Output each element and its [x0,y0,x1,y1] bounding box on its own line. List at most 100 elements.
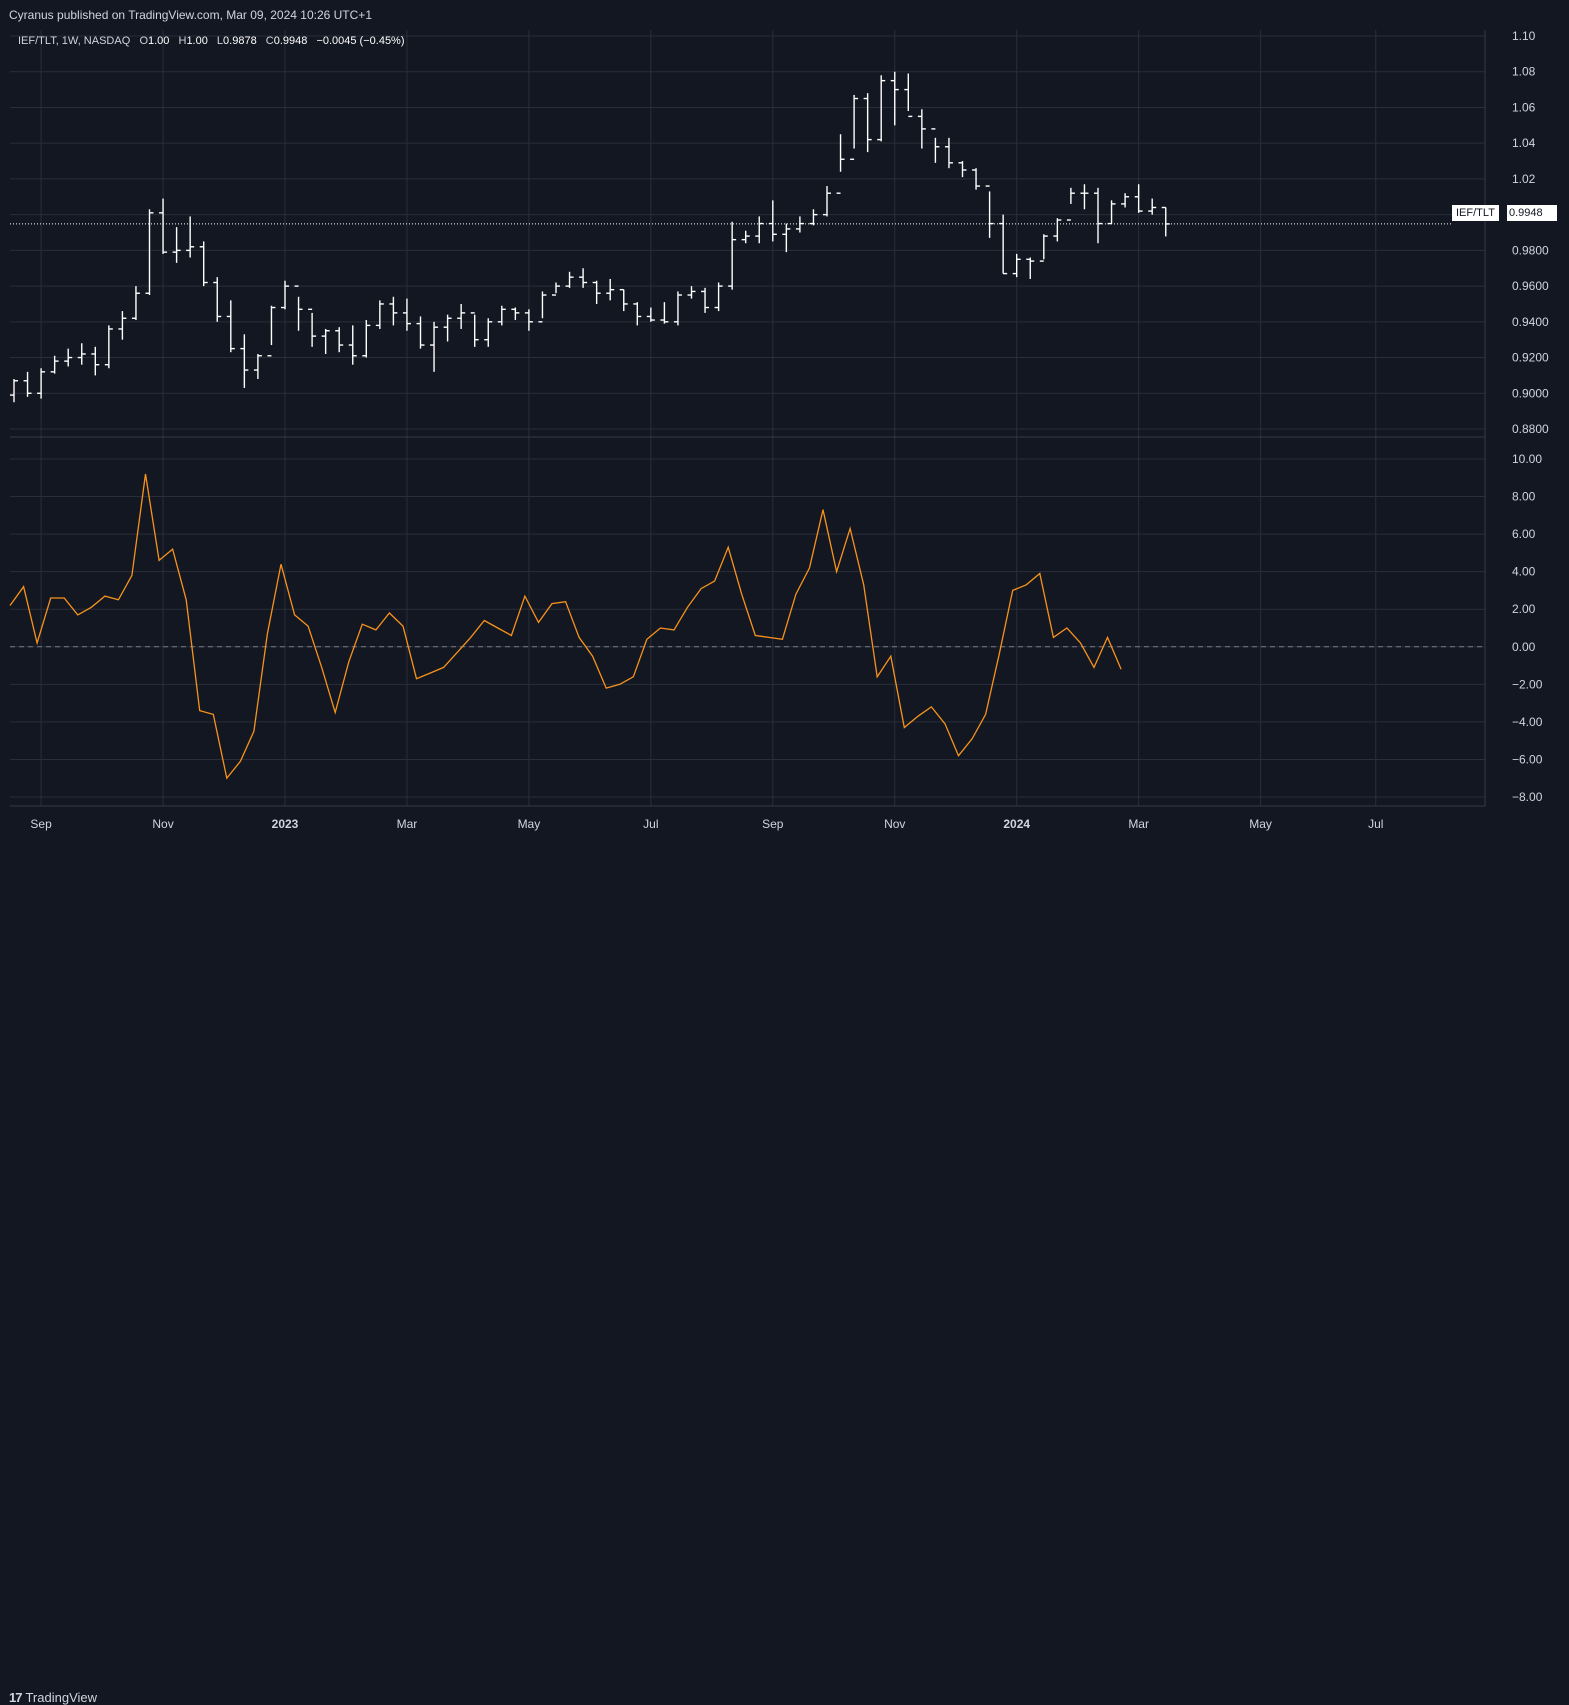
ohlc-bar[interactable] [348,325,357,365]
ohlc-bar[interactable] [1053,218,1062,242]
ohlc-bar[interactable] [50,355,59,374]
ohlc-bar[interactable] [240,334,249,388]
ohlc-bar[interactable] [687,286,696,299]
ohlc-bar[interactable] [660,302,669,324]
price-tick-label: 1.02 [1512,172,1536,186]
ohlc-bar[interactable] [402,298,411,331]
ohlc-bar[interactable] [37,368,46,399]
ohlc-bar[interactable] [308,308,317,347]
ohlc-bar[interactable] [389,296,398,326]
ohlc-bar[interactable] [1094,187,1102,244]
ohlc-bar[interactable] [443,314,452,342]
ohlc-bar[interactable] [362,320,371,358]
ohlc-bar[interactable] [199,241,208,287]
ohlc-bar[interactable] [470,312,479,347]
ohlc-bar[interactable] [497,305,506,326]
ohlc-bar[interactable] [606,278,615,301]
ohlc-bar[interactable] [1107,200,1116,225]
ohlc-bar[interactable] [145,209,154,296]
ohlc-bar[interactable] [253,353,262,379]
ohlc-bar[interactable] [457,303,466,329]
ohlc-bar[interactable] [633,302,642,326]
ohlc-bar[interactable] [958,161,967,178]
ohlc-bar[interactable] [579,268,588,288]
ohlc-bar[interactable] [1161,206,1170,237]
ohlc-bar[interactable] [213,277,222,322]
ohlc-bar[interactable] [565,271,574,288]
ohlc-bar[interactable] [91,346,100,376]
ohlc-bar[interactable] [619,288,628,312]
ohlc-bar[interactable] [131,286,140,321]
ohlc-bar[interactable] [375,300,384,329]
ohlc-bar[interactable] [999,214,1008,275]
ohlc-bar[interactable] [10,378,18,403]
ohlc-bar[interactable] [646,307,655,322]
ohlc-bar[interactable] [985,185,994,238]
price-tick-label: 1.08 [1512,65,1536,79]
ohlc-bar[interactable] [877,75,886,142]
ohlc-bar[interactable] [1080,184,1089,210]
ohlc-bar[interactable] [281,280,289,310]
ohlc-bar[interactable] [863,93,872,153]
ohlc-bar[interactable] [741,230,750,244]
ohlc-bar[interactable] [1012,253,1021,278]
legend-symbol[interactable]: IEF/TLT, 1W, NASDAQ [18,35,131,47]
price-tick-label: 0.9200 [1512,351,1549,365]
ohlc-bar[interactable] [23,371,32,397]
legend-close-value: 0.9948 [273,35,308,47]
ohlc-bar[interactable] [904,73,913,118]
ohlc-bar[interactable] [484,318,493,347]
ohlc-bar[interactable] [714,282,723,312]
ohlc-bar[interactable] [809,209,818,226]
ohlc-bar[interactable] [673,291,682,326]
ohlc-bar[interactable] [795,216,804,233]
ohlc-bar[interactable] [1039,234,1048,262]
ohlc-bar[interactable] [64,348,73,367]
oscillator-line[interactable] [9,473,1122,780]
ohlc-bar[interactable] [701,287,710,313]
tradingview-logo[interactable]: 17 TradingView [9,1690,97,1705]
ohlc-bar[interactable] [944,137,953,169]
ohlc-bar[interactable] [768,200,777,242]
ohlc-bar[interactable] [159,198,168,254]
ohlc-bar[interactable] [592,280,601,304]
ohlc-bar[interactable] [972,168,981,190]
ohlc-bar[interactable] [104,325,113,369]
ohlc-bar[interactable] [1026,257,1035,279]
ohlc-bar[interactable] [430,321,439,372]
tradingview-logo-icon: 17 [9,1690,23,1705]
price-tag-value: 0.9948 [1506,205,1557,221]
oscillator-tick-label: 0.00 [1512,640,1536,654]
ohlc-bar[interactable] [850,94,859,160]
legend-change: −0.0045 (−0.45%) [316,35,405,47]
ohlc-bar[interactable] [890,71,899,126]
ohlc-bar[interactable] [77,343,86,365]
ohlc-bar[interactable] [321,328,330,354]
ohlc-bar[interactable] [823,186,831,217]
ohlc-bar[interactable] [335,327,344,353]
ohlc-bar[interactable] [836,134,845,194]
chart-canvas[interactable]: 1.101.081.061.041.021.00000.98000.96000.… [0,0,1569,874]
ohlc-bar[interactable] [782,223,791,253]
ohlc-bar[interactable] [294,285,303,331]
ohlc-bar[interactable] [226,300,235,353]
ohlc-bar[interactable] [1134,184,1143,213]
oscillator-tick-label: 4.00 [1512,565,1536,579]
ohlc-bar[interactable] [267,305,276,357]
ohlc-bar[interactable] [186,216,195,258]
ohlc-bar[interactable] [1066,187,1075,221]
time-tick-label: 2024 [1003,817,1030,831]
ohlc-bar[interactable] [552,282,560,296]
ohlc-bar[interactable] [416,316,425,349]
ohlc-bar[interactable] [172,227,181,263]
ohlc-bar[interactable] [538,291,547,323]
ohlc-bar[interactable] [524,309,533,331]
ohlc-bar[interactable] [931,128,940,163]
ohlc-bar[interactable] [511,307,520,321]
ohlc-bar[interactable] [118,311,127,340]
ohlc-bar[interactable] [728,221,737,290]
ohlc-bar[interactable] [1148,198,1157,215]
ohlc-bar[interactable] [1121,193,1130,208]
ohlc-bar[interactable] [917,109,926,149]
ohlc-bar[interactable] [755,216,764,244]
